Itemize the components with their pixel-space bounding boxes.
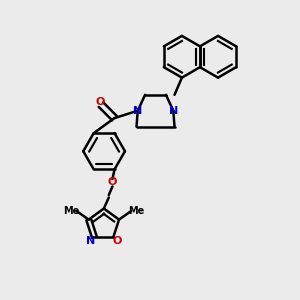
Text: N: N bbox=[133, 106, 142, 116]
Text: O: O bbox=[95, 97, 104, 107]
Text: Me: Me bbox=[63, 206, 80, 216]
Text: N: N bbox=[169, 106, 178, 116]
Text: N: N bbox=[86, 236, 95, 246]
Text: O: O bbox=[112, 236, 122, 246]
Text: O: O bbox=[108, 177, 117, 187]
Text: Me: Me bbox=[128, 206, 144, 216]
